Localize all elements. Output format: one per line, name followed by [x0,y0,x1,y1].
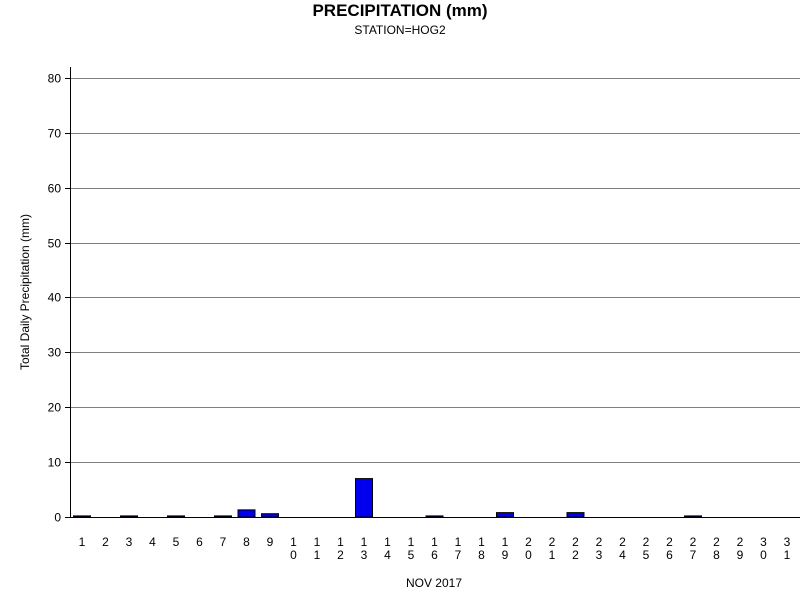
chart-subtitle: STATION=HOG2 [354,23,446,37]
precipitation-bar [167,515,185,518]
precipitation-bar [73,515,91,518]
y-tick-label: 40 [48,291,62,305]
gridlines [70,78,800,463]
y-tick-label: 80 [48,72,62,86]
precipitation-bar [496,512,514,518]
x-tick-label: 8 [243,535,250,549]
y-tick-label: 10 [48,456,62,470]
y-tick-label: 20 [48,401,62,415]
y-tick-label: 50 [48,237,62,251]
y-tick-label: 30 [48,346,62,360]
x-tick-label: 4 [149,535,156,549]
precipitation-bar [120,515,138,518]
precipitation-bar [425,515,444,518]
y-tick-label: 70 [48,127,62,141]
x-tick-label: 2 [102,535,109,549]
x-tick-label: 7 [220,535,227,549]
precipitation-bar [566,512,585,518]
precipitation-bar [684,515,702,518]
chart-title: PRECIPITATION (mm) [312,1,488,20]
precipitation-bar [261,513,279,518]
precipitation-bar [355,478,373,518]
x-tick-label: 3 [126,535,133,549]
x-tick-label: 9 [267,535,274,549]
x-ticks: 1 2 3 4 5 6 7 8 9 1 01 11 21 31 41 51 61 71 81 92 02 12 22 32 42… [79,535,791,562]
precipitation-bar [214,515,232,518]
precipitation-bar [237,509,256,518]
y-tick-label: 60 [48,182,62,196]
x-tick-label: 5 [173,535,180,549]
y-tick-label: 0 [54,511,61,525]
y-ticks: 0 10 20 30 40 50 60 70 80 [48,72,70,525]
axes [70,67,800,518]
bars [73,478,702,518]
x-axis-label: NOV 2017 [405,576,463,590]
x-tick-label: 1 [79,535,86,549]
x-tick-label: 6 [196,535,203,549]
